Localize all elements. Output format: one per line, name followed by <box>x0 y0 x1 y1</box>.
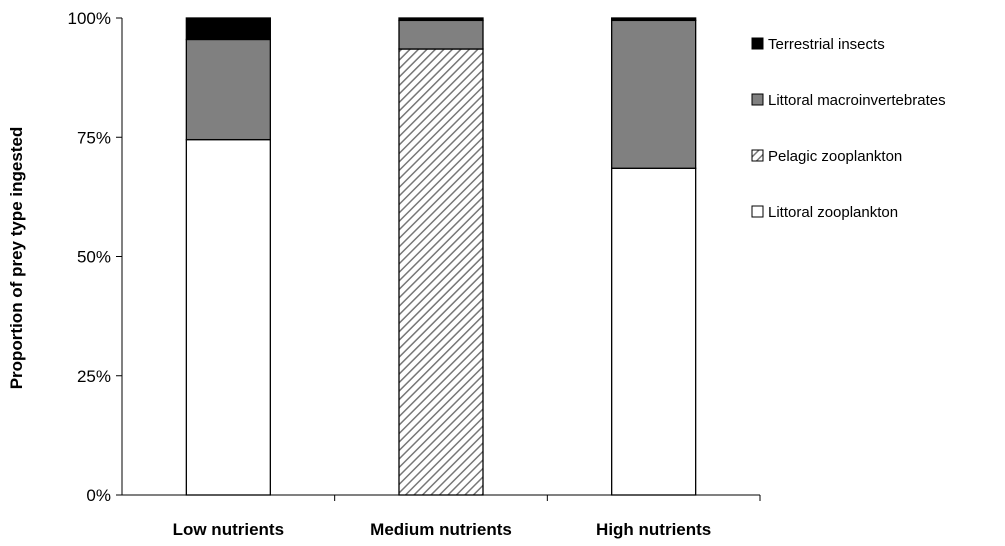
x-category-label: Low nutrients <box>173 520 284 539</box>
plot-area: 0% 25% 50% 75% 100% Low nutrients Medium nutri… <box>68 9 761 539</box>
bar-segment-pelagic-zooplankton <box>398 48 484 496</box>
y-axis-title: Proportion of prey type ingested <box>7 127 26 390</box>
legend-label: Terrestrial insects <box>768 36 885 53</box>
legend-swatch <box>751 205 764 218</box>
legend-label: Littoral zooplankton <box>768 204 898 221</box>
bar-segment-littoral-macroinvertebrates <box>611 19 697 169</box>
x-category-label: High nutrients <box>596 520 711 539</box>
bar-segment-littoral-zooplankton <box>611 167 697 496</box>
y-tick-label: 25% <box>77 367 111 386</box>
bar-segment-littoral-macroinvertebrates <box>185 38 271 141</box>
legend-label: Littoral macroinvertebrates <box>768 92 946 109</box>
y-tick-label: 0% <box>86 486 111 505</box>
legend-swatch <box>751 149 764 162</box>
y-tick-label: 75% <box>77 128 111 147</box>
bar-segment-littoral-zooplankton <box>185 138 271 496</box>
y-tick-label: 50% <box>77 248 111 267</box>
bar-segment-littoral-macroinvertebrates <box>398 19 484 50</box>
legend-swatch <box>751 37 764 50</box>
legend-swatch <box>751 93 764 106</box>
legend: Terrestrial insects Littoral macroinverte… <box>751 36 946 221</box>
bar-segment-terrestrial-insects <box>398 17 484 22</box>
x-category-label: Medium nutrients <box>370 520 512 539</box>
y-tick-label: 100% <box>68 9 111 28</box>
bar-segment-terrestrial-insects <box>611 17 697 22</box>
legend-label: Pelagic zooplankton <box>768 148 902 165</box>
bar-segment-terrestrial-insects <box>185 17 271 41</box>
